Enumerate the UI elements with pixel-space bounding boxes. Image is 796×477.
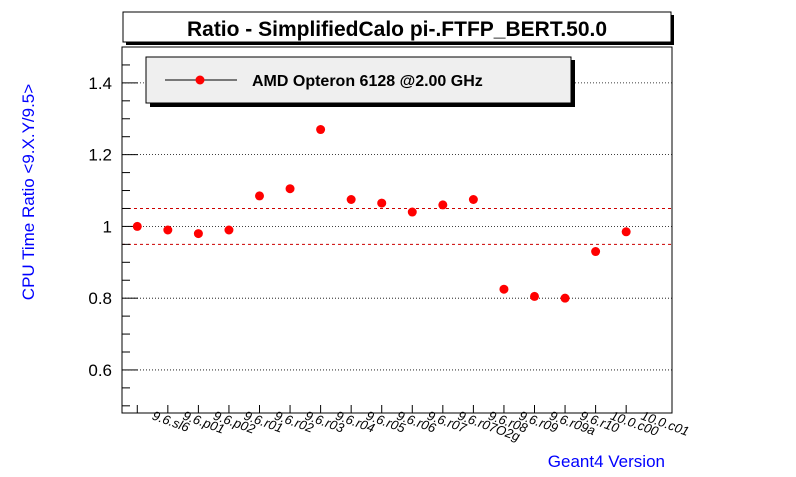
data-point bbox=[530, 291, 539, 301]
grid bbox=[122, 82, 672, 371]
reference-lines bbox=[122, 207, 672, 245]
data-point bbox=[132, 221, 142, 231]
y-axis-label: CPU Time Ratio <9.X.Y/9.5> bbox=[19, 84, 38, 300]
data-point bbox=[591, 247, 601, 257]
data-point bbox=[346, 195, 356, 204]
y-tick-label: 0.6 bbox=[88, 361, 112, 380]
data-point bbox=[560, 293, 570, 303]
title-frame bbox=[122, 11, 672, 43]
plot-frame bbox=[121, 46, 673, 414]
y-tick-label: 0.8 bbox=[88, 289, 112, 308]
data-point bbox=[255, 191, 264, 201]
legend-label: AMD Opteron 6128 @2.00 GHz bbox=[252, 73, 483, 90]
x-axis-label: Geant4 Version bbox=[548, 452, 665, 471]
data-point bbox=[407, 207, 417, 217]
data-point bbox=[377, 198, 387, 208]
data-point bbox=[193, 229, 203, 239]
data-point bbox=[438, 200, 448, 210]
data-point bbox=[316, 125, 326, 135]
title-box: Ratio - SimplifiedCalo pi-.FTFP_BERT.50.… bbox=[122, 11, 674, 45]
legend-marker bbox=[195, 75, 205, 85]
data-point bbox=[163, 225, 173, 235]
chart-title: Ratio - SimplifiedCalo pi-.FTFP_BERT.50.… bbox=[187, 18, 607, 41]
y-tick-label: 1.4 bbox=[88, 74, 112, 93]
data-points bbox=[132, 125, 631, 303]
x-axis: 9.6.sl69.6.p019.6.p029.6.r019.6.r029.6.r… bbox=[136, 405, 691, 444]
data-point bbox=[224, 225, 234, 235]
data-point bbox=[499, 284, 509, 294]
y-tick-label: 1.2 bbox=[88, 146, 112, 165]
data-point bbox=[468, 195, 478, 204]
legend: AMD Opteron 6128 @2.00 GHz bbox=[145, 56, 575, 107]
y-axis: 0.6 0.8 1 1.2 1.4 bbox=[88, 64, 138, 407]
data-point bbox=[621, 227, 631, 237]
data-point bbox=[285, 184, 295, 194]
y-tick-label: 1 bbox=[103, 217, 112, 236]
